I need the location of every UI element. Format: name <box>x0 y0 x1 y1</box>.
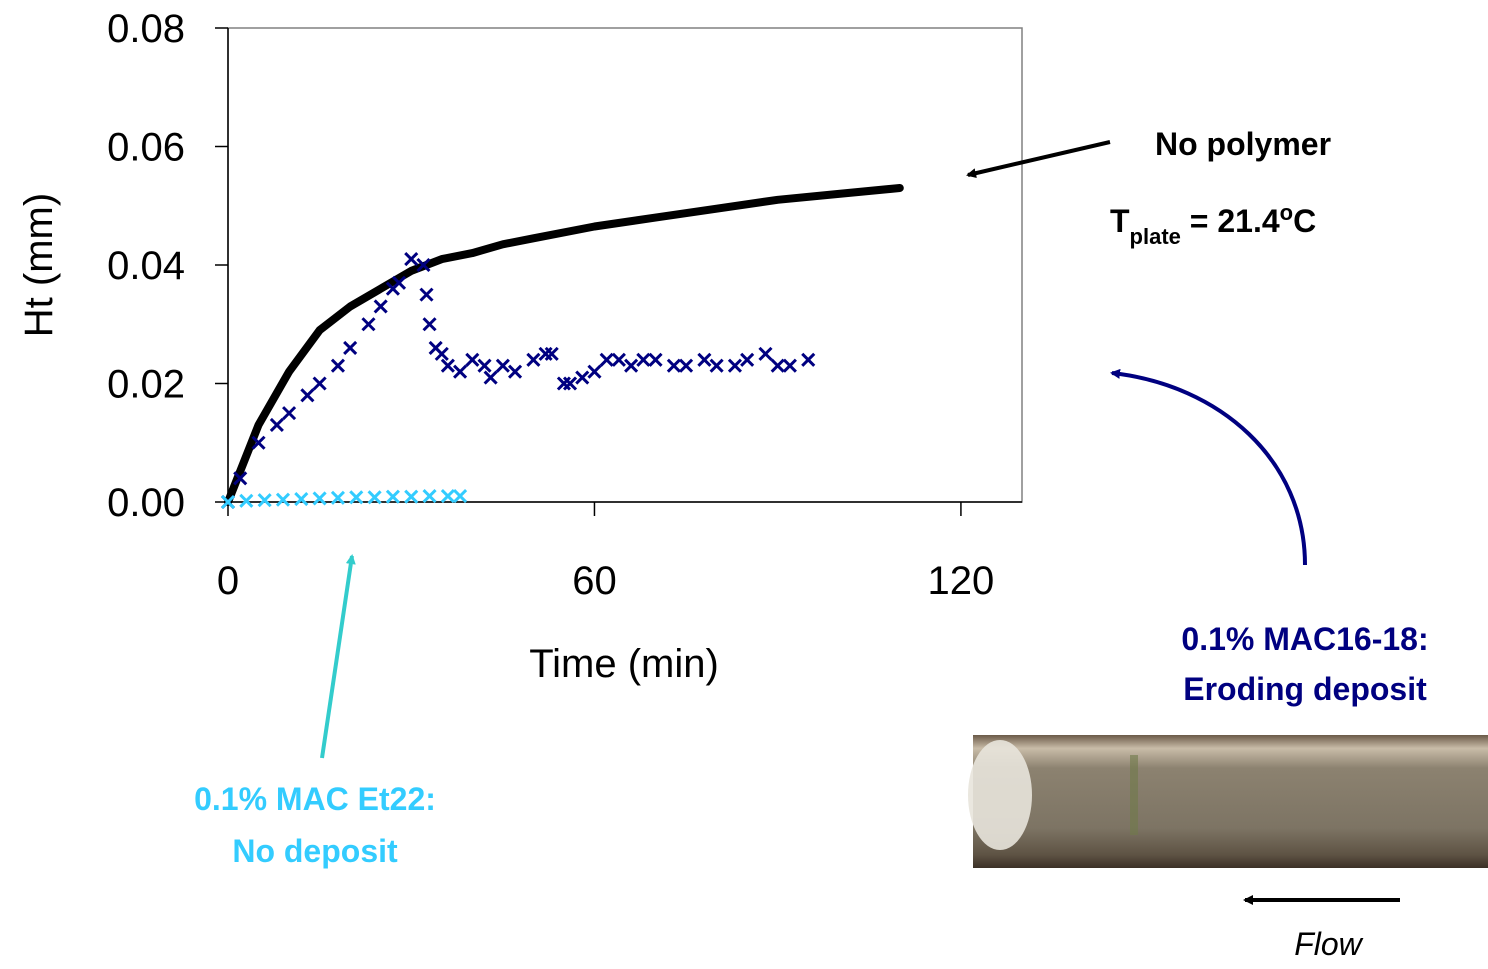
plot-frame <box>228 28 1022 502</box>
arrow <box>968 142 1110 175</box>
data-point <box>295 493 307 505</box>
annotation: Eroding deposit <box>1183 671 1427 707</box>
data-point <box>454 490 466 502</box>
data-point <box>485 372 497 384</box>
data-point <box>601 354 613 366</box>
data-point <box>271 419 283 431</box>
photo <box>973 735 1488 868</box>
y-tick-label: 0.06 <box>107 126 185 170</box>
plate-sub: plate <box>1130 224 1181 249</box>
plate-sup: o <box>1280 200 1293 225</box>
data-point <box>405 253 417 265</box>
data-point <box>424 490 436 502</box>
x-tick-label: 60 <box>572 559 617 603</box>
data-point <box>625 360 637 372</box>
data-point <box>527 354 539 366</box>
data-point <box>741 354 753 366</box>
data-point <box>332 360 344 372</box>
data-point <box>613 354 625 366</box>
data-point <box>479 360 491 372</box>
series-label: No polymer <box>1155 126 1331 162</box>
photo-detail <box>968 740 1032 850</box>
series-line <box>228 188 900 502</box>
y-tick-label: 0.00 <box>107 481 185 525</box>
data-point <box>314 378 326 390</box>
data-point <box>509 366 521 378</box>
data-point <box>421 289 433 301</box>
data-point <box>405 491 417 503</box>
data-point <box>588 366 600 378</box>
y-axis-title: Ht (mm) <box>17 193 61 337</box>
x-tick-label: 0 <box>217 559 239 603</box>
data-point <box>784 360 796 372</box>
data-point <box>301 389 313 401</box>
data-point <box>344 342 356 354</box>
plot-marks <box>222 188 900 508</box>
data-point <box>240 495 252 507</box>
plate-t: T <box>1110 203 1130 239</box>
data-point <box>698 354 710 366</box>
x-axis-title: Time (min) <box>529 642 719 686</box>
data-point <box>424 318 436 330</box>
data-point <box>466 354 478 366</box>
axes: 0.00 0.02 0.04 0.06 0.08 0 60 120 <box>107 7 1022 603</box>
data-point <box>497 360 509 372</box>
plate-temperature: Tplate = 21.4oC <box>1110 200 1316 249</box>
data-point <box>802 354 814 366</box>
data-point <box>362 318 374 330</box>
plate-value: = 21.4 <box>1181 203 1280 239</box>
arrow <box>322 556 352 758</box>
y-tick-label: 0.02 <box>107 363 185 407</box>
data-point <box>436 348 448 360</box>
x-tick-label: 120 <box>928 559 995 603</box>
data-point <box>729 360 741 372</box>
plate-unit: C <box>1293 203 1316 239</box>
data-point <box>668 360 680 372</box>
y-tick-label: 0.04 <box>107 244 185 288</box>
annotation: No deposit <box>232 833 398 869</box>
y-tick-label: 0.08 <box>107 7 185 51</box>
series-label: 0.1% MAC Et22: <box>194 781 436 817</box>
series-label: 0.1% MAC16-18: <box>1181 621 1428 657</box>
data-point <box>277 494 289 506</box>
data-point <box>387 491 399 503</box>
data-point <box>283 407 295 419</box>
photo-detail <box>1130 755 1138 835</box>
data-point <box>442 360 454 372</box>
data-point <box>637 354 649 366</box>
arrow <box>1112 373 1305 565</box>
data-point <box>375 300 387 312</box>
data-point <box>576 372 588 384</box>
data-point <box>759 348 771 360</box>
chart: 0.00 0.02 0.04 0.06 0.08 0 60 120 No polymer Tp… <box>0 0 1488 964</box>
data-point <box>711 360 723 372</box>
data-point <box>442 490 454 502</box>
data-point <box>772 360 784 372</box>
data-point <box>650 354 662 366</box>
data-point <box>259 494 271 506</box>
data-point <box>454 366 466 378</box>
data-point <box>680 360 692 372</box>
flow-label: Flow <box>1294 926 1363 962</box>
